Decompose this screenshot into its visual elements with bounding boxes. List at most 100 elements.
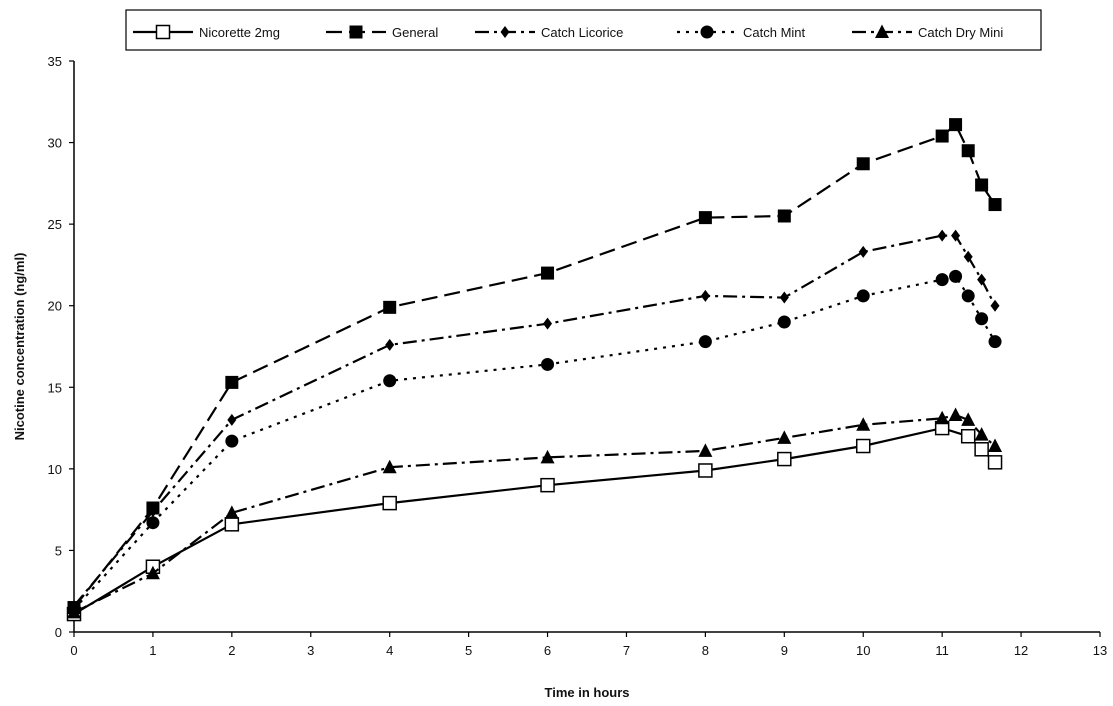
- data-point: [225, 375, 239, 389]
- y-tick-label: 5: [55, 543, 62, 558]
- legend-marker: [155, 24, 171, 40]
- legend-box: [125, 9, 1042, 51]
- data-point: [700, 289, 710, 302]
- x-tick-label: 2: [228, 643, 235, 658]
- plot-area: [66, 118, 1003, 622]
- x-tick-label: 4: [386, 643, 393, 658]
- data-point: [961, 289, 975, 303]
- data-point: [698, 211, 712, 225]
- data-point: [383, 374, 397, 388]
- data-point: [382, 459, 397, 474]
- data-point: [541, 357, 555, 371]
- data-point: [224, 505, 239, 519]
- data-point: [987, 455, 1003, 470]
- data-point: [974, 427, 989, 441]
- data-point: [540, 449, 555, 464]
- data-point: [974, 442, 989, 457]
- data-point: [779, 291, 789, 304]
- y-tick-label: 10: [48, 462, 62, 477]
- data-point: [540, 477, 555, 493]
- x-tick-label: 11: [935, 643, 949, 658]
- data-point: [960, 428, 976, 444]
- data-point: [937, 229, 947, 242]
- data-point: [224, 517, 240, 532]
- x-tick-label: 1: [149, 643, 156, 658]
- data-point: [383, 300, 397, 314]
- data-point: [990, 299, 1000, 312]
- data-point: [148, 505, 158, 518]
- data-point: [988, 198, 1002, 212]
- legend-label: General: [392, 25, 438, 40]
- legend-marker: [500, 26, 510, 38]
- x-tick-label: 8: [702, 643, 709, 658]
- legend-marker: [349, 25, 363, 39]
- x-tick-label: 10: [856, 643, 870, 658]
- y-tick-label: 0: [55, 625, 62, 640]
- x-axis-title: Time in hours: [545, 685, 630, 700]
- y-tick-label: 25: [48, 217, 62, 232]
- data-point: [225, 434, 239, 448]
- x-tick-label: 5: [465, 643, 472, 658]
- data-point: [385, 338, 395, 351]
- data-point: [698, 335, 712, 349]
- data-point: [988, 335, 1002, 349]
- data-point: [935, 273, 949, 287]
- data-point: [961, 144, 975, 158]
- data-point: [951, 229, 961, 242]
- data-point: [777, 451, 792, 467]
- y-tick-label: 15: [48, 380, 62, 395]
- x-tick-label: 7: [623, 643, 630, 658]
- data-point: [856, 157, 870, 171]
- data-point: [935, 129, 949, 143]
- series-line: [73, 426, 996, 616]
- data-point: [777, 315, 791, 329]
- data-point: [777, 209, 791, 223]
- data-point: [975, 178, 989, 192]
- series-line: [73, 234, 996, 607]
- x-tick-label: 12: [1014, 643, 1028, 658]
- x-tick-label: 13: [1093, 643, 1107, 658]
- data-point: [963, 250, 973, 263]
- legend-marker: [875, 24, 889, 38]
- x-tick-label: 9: [781, 643, 788, 658]
- series-1: [67, 118, 1002, 615]
- data-point: [67, 604, 81, 619]
- series-0: [66, 420, 1003, 622]
- data-point: [988, 438, 1003, 453]
- data-point: [858, 245, 868, 258]
- x-tick-label: 3: [307, 643, 314, 658]
- data-point: [698, 463, 713, 478]
- data-point: [949, 269, 963, 283]
- legend-marker: [700, 25, 714, 39]
- legend-label: Catch Mint: [743, 25, 806, 40]
- data-point: [698, 443, 713, 457]
- y-tick-label: 35: [48, 54, 62, 69]
- legend: Nicorette 2mg General Catch Licorice Catch …: [125, 9, 1042, 51]
- x-tick-label: 0: [70, 643, 77, 658]
- data-point: [975, 312, 989, 326]
- legend-label: Catch Licorice: [541, 25, 623, 40]
- legend-label: Nicorette 2mg: [199, 25, 280, 40]
- y-tick-label: 30: [48, 136, 62, 151]
- data-point: [145, 565, 160, 580]
- data-point: [146, 516, 160, 530]
- data-point: [856, 417, 871, 431]
- data-point: [856, 289, 870, 303]
- data-point: [961, 412, 976, 426]
- series-4: [67, 407, 1003, 619]
- legend-label: Catch Dry Mini: [918, 25, 1003, 40]
- data-point: [543, 317, 553, 330]
- data-point: [948, 407, 963, 422]
- data-point: [227, 413, 237, 426]
- y-tick-label: 20: [48, 299, 62, 314]
- data-point: [949, 118, 963, 132]
- data-point: [855, 438, 871, 454]
- data-point: [777, 430, 792, 444]
- data-point: [977, 273, 987, 286]
- data-point: [382, 495, 397, 511]
- y-axis-title: Nicotine concentration (ng/ml): [12, 253, 27, 441]
- data-point: [541, 266, 555, 280]
- data-point: [935, 410, 950, 425]
